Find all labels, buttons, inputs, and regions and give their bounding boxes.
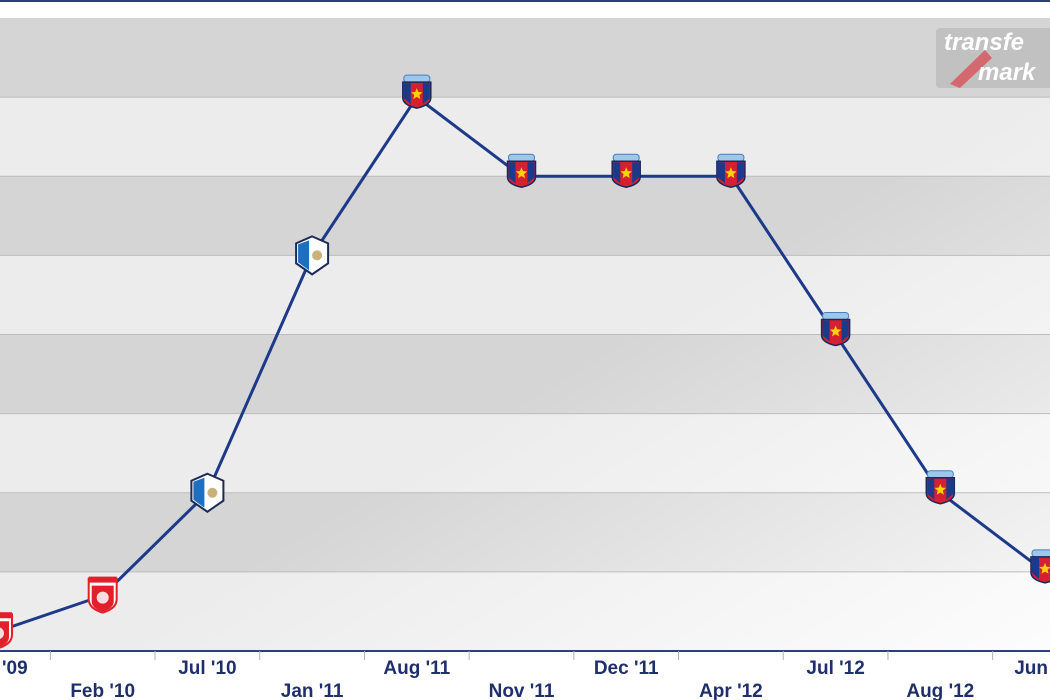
- watermark-line1: transfe: [944, 29, 1024, 56]
- star-club-crest-stripe-right: [946, 478, 954, 500]
- star-club-crest-stripe-right: [841, 320, 849, 342]
- red-club-emblem: [96, 591, 109, 604]
- x-tick-label: Feb '10: [70, 681, 135, 700]
- x-tick-label: Jul '10: [178, 658, 236, 679]
- red-club-crest-top: [0, 612, 12, 619]
- x-tick-label: Apr '12: [699, 681, 763, 700]
- x-tick-label: Aug '11: [383, 658, 450, 679]
- data-point-red-blue-star-club[interactable]: [820, 312, 851, 347]
- star-club-crest-stripe-right: [632, 162, 640, 184]
- star-club-crown: [1031, 549, 1050, 558]
- watermark-swoosh: [950, 50, 992, 88]
- x-tick-label: '09: [2, 658, 28, 679]
- star-club-crown: [717, 153, 745, 162]
- star-club-crest-stripe-right: [527, 162, 535, 184]
- data-point-red-blue-star-club[interactable]: [506, 153, 537, 189]
- star-icon: [515, 167, 528, 179]
- red-club-crest-fill: [0, 621, 9, 647]
- blue-white-club-crest-blue: [298, 240, 310, 271]
- star-icon: [829, 325, 842, 337]
- star-club-crown: [508, 153, 535, 162]
- red-club-crest-top: [88, 576, 117, 583]
- star-club-crest-stripe-left: [403, 83, 411, 105]
- data-point-red-blue-star-club[interactable]: [402, 74, 432, 109]
- star-club-crown: [926, 470, 954, 479]
- red-club-emblem: [0, 627, 4, 639]
- data-point-red-blue-star-club[interactable]: [716, 153, 746, 189]
- x-tick-label: Jun: [1014, 658, 1048, 679]
- star-club-crown: [612, 153, 640, 162]
- transfermarkt-watermark: transfe mark: [936, 28, 1050, 88]
- data-point-red-club[interactable]: [87, 576, 118, 614]
- x-tick-label: Jan '11: [281, 681, 344, 700]
- data-point-red-blue-star-club[interactable]: [925, 470, 956, 505]
- x-tick-label: Dec '11: [594, 658, 659, 679]
- star-club-crest-stripe-right: [736, 162, 744, 184]
- data-point-blue-white-club[interactable]: [190, 472, 225, 513]
- x-axis-ticks: [49, 651, 994, 660]
- star-club-crest-stripe-right: [422, 83, 430, 105]
- star-club-crest-stripe-left: [927, 478, 935, 500]
- data-point-red-blue-star-club[interactable]: [1030, 549, 1050, 584]
- star-icon: [934, 483, 947, 495]
- star-icon: [620, 167, 632, 179]
- star-icon: [725, 167, 737, 179]
- data-point-blue-white-club[interactable]: [295, 235, 330, 276]
- blue-white-club-emblem: [312, 250, 323, 261]
- x-tick-label: Nov '11: [489, 681, 555, 700]
- x-tick-label: Jul '12: [806, 658, 864, 679]
- blue-white-club-emblem: [207, 487, 218, 498]
- chart-frame: [0, 0, 1050, 652]
- star-club-crest-stripe-left: [613, 162, 621, 184]
- star-icon: [1039, 562, 1050, 574]
- x-tick-label: Aug '12: [906, 681, 974, 700]
- blue-white-club-crest-blue: [193, 477, 205, 508]
- star-club-crown: [403, 74, 431, 83]
- star-club-crest-stripe-left: [508, 162, 516, 184]
- star-club-crest-stripe-left: [717, 162, 725, 184]
- data-point-red-club[interactable]: [0, 612, 13, 649]
- star-club-crest-stripe-left: [822, 320, 830, 342]
- club-markers: [0, 74, 1050, 649]
- data-point-red-blue-star-club[interactable]: [611, 153, 641, 189]
- star-icon: [411, 88, 423, 99]
- star-club-crest-stripe-left: [1032, 557, 1039, 579]
- watermark-line2: mark: [978, 59, 1037, 86]
- x-tick-labels: '09 Feb '10 Jul '10 Jan '11 Aug '11 Nov '11 De…: [2, 658, 1048, 700]
- star-club-crown: [822, 312, 850, 320]
